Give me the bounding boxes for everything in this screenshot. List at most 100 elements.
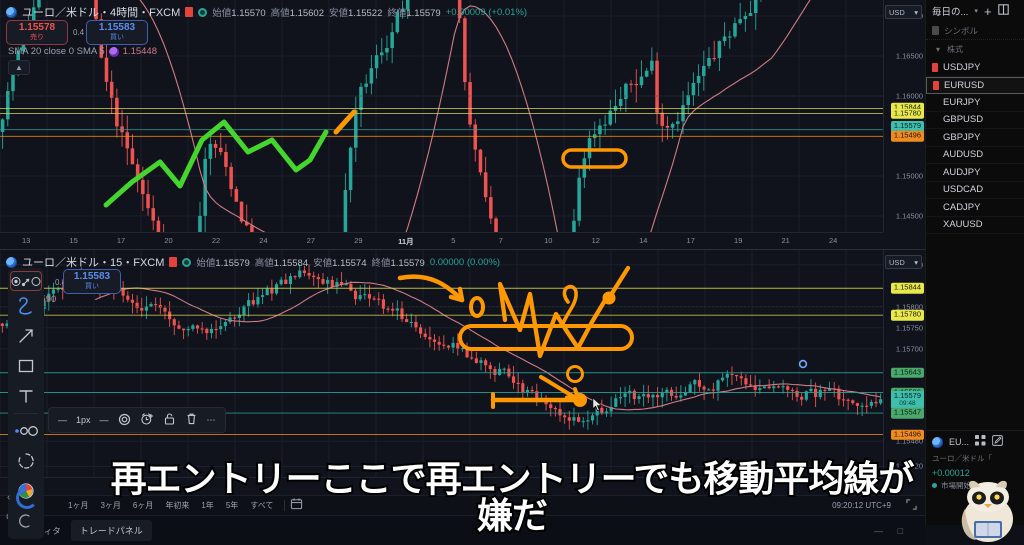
chevron-down-icon[interactable]: ▾: [974, 8, 978, 15]
status-bar[interactable]: Pine エディタ トレードパネル — □: [0, 515, 925, 545]
time-axis-bottom[interactable]: [0, 477, 883, 495]
price-tick: 1.15800: [895, 302, 923, 312]
brush-tool[interactable]: [8, 291, 44, 321]
buy-button-bottom[interactable]: 1.15583 買い: [63, 269, 121, 294]
watchlist-header[interactable]: 毎日の... ▾ +: [926, 0, 1024, 22]
timeframe-button[interactable]: 1ヶ月: [68, 501, 89, 510]
watchlist-item-label: GBPJPY: [943, 131, 981, 143]
trade-panel-button[interactable]: トレードパネル: [70, 520, 152, 541]
timeframe-button[interactable]: 3ヶ月: [100, 501, 121, 510]
symbol-title[interactable]: ユーロ／米ドル・4時間・FXCM: [22, 7, 181, 19]
drawing-properties-toolbar[interactable]: — 1px — ⋯: [48, 407, 226, 433]
watchlist-item-eurjpy[interactable]: EURJPY: [926, 94, 1024, 112]
rectangle-tool[interactable]: [8, 351, 44, 381]
edit-icon[interactable]: [992, 433, 1003, 451]
watchlist-title[interactable]: 毎日の...: [932, 7, 969, 18]
timeframe-button[interactable]: 年初来: [165, 501, 190, 510]
timeframe-buttons[interactable]: 1ヶ月 3ヶ月 6ヶ月 年初来 1年 5年 すべて: [62, 500, 279, 511]
chart-plot-bottom[interactable]: [0, 250, 883, 477]
price-label-teal[interactable]: 1.15579 09:48: [890, 390, 924, 409]
price-label-yellow[interactable]: 1.15844: [890, 282, 924, 294]
time-tick: 17: [116, 236, 126, 245]
more-options-icon[interactable]: ⋯: [206, 414, 216, 425]
ohlc-high-label: 高値: [270, 8, 290, 19]
market-status-icon: [198, 7, 208, 17]
time-tick: 27: [306, 236, 316, 245]
time-axis-top[interactable]: 13 15 17 20 22 24 27 29 11月 5 7 10 12 14 17 19 21 24: [0, 232, 883, 250]
chart-style-icon[interactable]: [185, 7, 194, 17]
watchlist-item-xauusd[interactable]: XAUUSD: [926, 217, 1024, 234]
cursor-tool[interactable]: [10, 271, 42, 291]
symbol-column-label: シンボル: [944, 25, 979, 36]
price-axis-bottom[interactable]: 1.159001.158001.157501.157001.154801.154…: [883, 250, 925, 477]
ohlc-low-value: 1.15574: [332, 258, 367, 269]
pattern-tool[interactable]: [8, 416, 44, 446]
time-tick: 29: [354, 236, 363, 245]
annotation-overlay[interactable]: [0, 250, 883, 477]
spread-value-top: 0.4: [73, 28, 85, 37]
price-label-green[interactable]: 1.15547: [890, 407, 924, 419]
line-style-icon[interactable]: —: [58, 415, 67, 425]
collapse-legend-button-top[interactable]: ▲: [8, 60, 30, 75]
add-symbol-button[interactable]: +: [983, 3, 992, 19]
timeframe-button[interactable]: 6ヶ月: [132, 501, 154, 510]
chart-style-icon[interactable]: [169, 257, 178, 267]
watchlist-item-gbpusd[interactable]: GBPUSD: [926, 112, 1024, 129]
price-label-orange[interactable]: 1.15496: [890, 131, 924, 142]
minimize-icon[interactable]: —: [874, 525, 883, 536]
price-label-orange[interactable]: 1.15496: [890, 429, 924, 440]
layout-icon[interactable]: [997, 4, 1009, 18]
time-tick: 19: [734, 236, 743, 245]
indicator-settings-icon[interactable]: [108, 46, 119, 57]
sell-button-top[interactable]: 1.15578 売り: [6, 20, 68, 45]
dash-style-icon[interactable]: —: [99, 415, 109, 425]
chart-pane-top[interactable]: ユーロ／米ドル・4時間・FXCM 始値1.15570 高値1.15602 安値1…: [0, 0, 925, 250]
timeframe-bar[interactable]: 1ヶ月 3ヶ月 6ヶ月 年初来 1年 5年 すべて 09:20:12 UTC+9: [0, 495, 925, 515]
price-label-yellow[interactable]: 1.15780: [890, 309, 924, 321]
annotation-overlay[interactable]: [0, 0, 883, 232]
watchlist-panel[interactable]: 毎日の... ▾ + シンボル ▾ 株式 USDJPY EURUSD EURJPY G…: [925, 0, 1024, 430]
watchlist-section-header[interactable]: ▾ 株式: [926, 40, 1024, 59]
timeframe-button[interactable]: すべて: [250, 501, 274, 510]
trash-icon[interactable]: [185, 412, 198, 428]
symbol-title[interactable]: ユーロ／米ドル・15・FXCM: [22, 257, 165, 269]
lock-icon[interactable]: [163, 412, 176, 428]
watchlist-rows[interactable]: USDJPY EURUSD EURJPY GBPUSD GBPJPY AUDUSD AUDJ…: [926, 59, 1024, 234]
watchlist-item-audusd[interactable]: AUDUSD: [926, 147, 1024, 164]
currency-selector-bottom[interactable]: USD ▾: [885, 255, 922, 269]
line-width-label[interactable]: 1px: [76, 415, 91, 425]
chart-plot-top[interactable]: [0, 0, 883, 232]
buy-price: 1.15583: [73, 271, 111, 282]
alert-clock-icon[interactable]: [140, 412, 154, 428]
watchlist-item-label: CADJPY: [943, 201, 981, 213]
timeframe-button[interactable]: 1年: [201, 501, 214, 510]
measure-tool[interactable]: [8, 506, 44, 536]
chevron-down-icon[interactable]: ▾: [936, 45, 941, 54]
watchlist-item-usdcad[interactable]: USDCAD: [926, 182, 1024, 199]
text-tool[interactable]: [8, 381, 44, 411]
watchlist-item-eurusd[interactable]: EURUSD: [926, 76, 1024, 94]
price-axis-top[interactable]: 1.170001.165001.160001.150001.145001.158…: [883, 0, 925, 232]
price-label-green[interactable]: 1.15643: [890, 367, 924, 379]
collapse-panel-chevron[interactable]: ‹: [7, 492, 11, 503]
magnet-tool[interactable]: [8, 446, 44, 476]
pane-divider[interactable]: [0, 249, 925, 250]
calendar-icon[interactable]: [290, 497, 303, 515]
circle-icon[interactable]: [118, 413, 131, 428]
maximize-icon[interactable]: □: [897, 525, 903, 536]
buy-button-top[interactable]: 1.15583 買い: [86, 20, 148, 45]
watchlist-item-usdjpy[interactable]: USDJPY: [926, 59, 1024, 77]
timeframe-button[interactable]: 5年: [225, 501, 239, 510]
fullscreen-icon[interactable]: [906, 497, 917, 515]
chart-legend-bottom: ユーロ／米ドル・15・FXCM 始値1.15579 高値1.15584 安値1.…: [6, 254, 500, 270]
watchlist-item-audjpy[interactable]: AUDJPY: [926, 164, 1024, 182]
indicator-legend-top[interactable]: SMA 20 close 0 SMA 5 1.15448: [8, 46, 157, 57]
watchlist-item-cadjpy[interactable]: CADJPY: [926, 199, 1024, 217]
currency-selector-top[interactable]: USD ▾: [885, 5, 922, 19]
arrow-tool[interactable]: [8, 321, 44, 351]
detail-symbol[interactable]: EU...: [949, 437, 970, 447]
watchlist-item-gbpjpy[interactable]: GBPJPY: [926, 129, 1024, 147]
price-label-yellow[interactable]: 1.15780: [890, 108, 924, 119]
grid-view-icon[interactable]: [975, 433, 986, 451]
toolbar-divider: [284, 500, 286, 511]
